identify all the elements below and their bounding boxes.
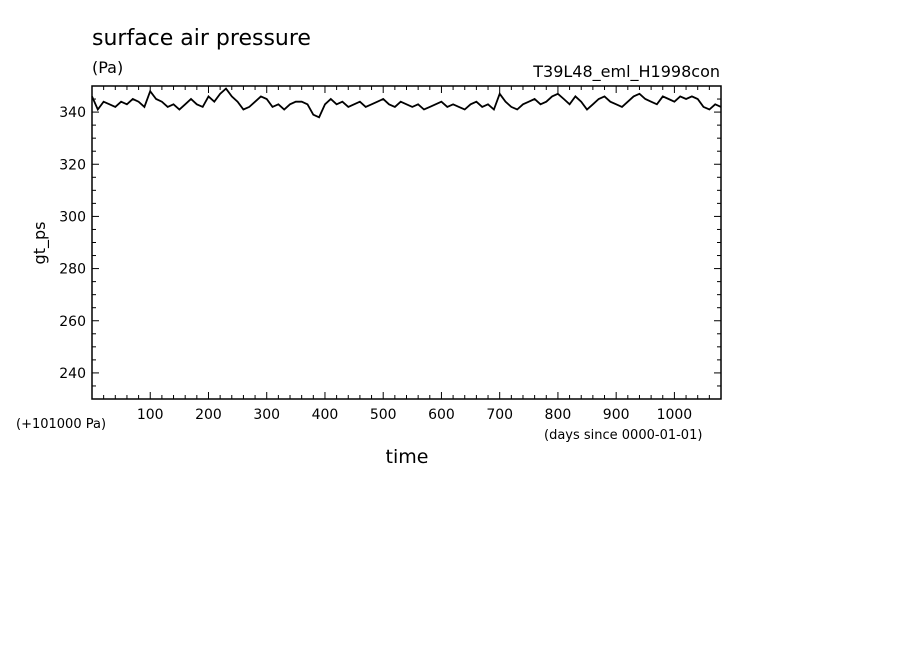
y-tick-label: 300 [59,209,86,225]
x-tick-label: 400 [312,407,339,423]
y-tick-label: 280 [59,262,86,278]
x-tick-labels: 100 200 300 400 500 600 700 800 900 1000 [137,407,692,423]
x-tick-label: 1000 [657,407,693,423]
y-tick-label: 260 [59,314,86,330]
y-offset-note: (+101000 Pa) [16,417,106,432]
x-axis-units: (days since 0000-01-01) [544,428,702,443]
y-axis-label: gt_ps [30,222,50,265]
axis-ticks [92,86,721,399]
chart-title: surface air pressure [92,26,311,51]
plot-frame [91,85,722,400]
y-tick-label: 240 [59,366,86,382]
x-tick-label: 100 [137,407,164,423]
y-tick-label: 320 [59,157,86,173]
x-tick-label: 800 [545,407,572,423]
x-tick-label: 200 [195,407,222,423]
chart-units: (Pa) [92,58,123,77]
x-tick-label: 700 [486,407,513,423]
x-tick-label: 500 [370,407,397,423]
y-tick-labels: 240 260 280 300 320 340 [59,105,86,382]
series-line [91,87,722,119]
x-tick-label: 900 [603,407,630,423]
x-axis-label: time [386,446,429,468]
x-tick-label: 300 [253,407,280,423]
run-label: T39L48_eml_H1998con [532,62,720,82]
y-tick-label: 340 [59,105,86,121]
x-tick-label: 600 [428,407,455,423]
